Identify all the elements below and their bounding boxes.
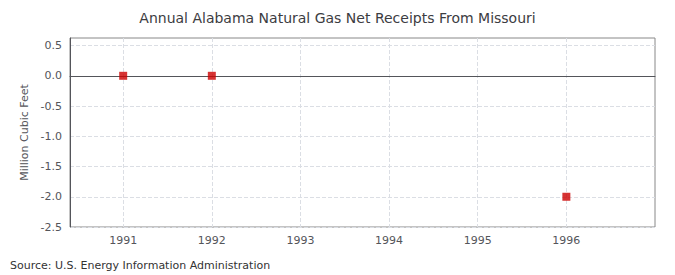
svg-text:-2.5: -2.5 <box>41 221 62 234</box>
svg-text:1995: 1995 <box>464 234 492 247</box>
svg-text:1994: 1994 <box>375 234 403 247</box>
svg-text:1993: 1993 <box>286 234 314 247</box>
svg-text:-0.5: -0.5 <box>41 100 62 113</box>
svg-text:-2.0: -2.0 <box>41 190 62 203</box>
svg-text:1991: 1991 <box>109 234 137 247</box>
svg-text:-1.0: -1.0 <box>41 130 62 143</box>
svg-text:0.5: 0.5 <box>45 39 63 52</box>
svg-text:1992: 1992 <box>198 234 226 247</box>
svg-text:0.0: 0.0 <box>45 69 63 82</box>
svg-text:-1.5: -1.5 <box>41 160 62 173</box>
svg-text:Source: U.S. Energy Informatio: Source: U.S. Energy Information Administ… <box>10 259 270 272</box>
svg-text:Annual Alabama Natural Gas Net: Annual Alabama Natural Gas Net Receipts … <box>139 10 535 26</box>
svg-text:1996: 1996 <box>552 234 580 247</box>
svg-text:Million Cubic Feet: Million Cubic Feet <box>18 83 31 180</box>
